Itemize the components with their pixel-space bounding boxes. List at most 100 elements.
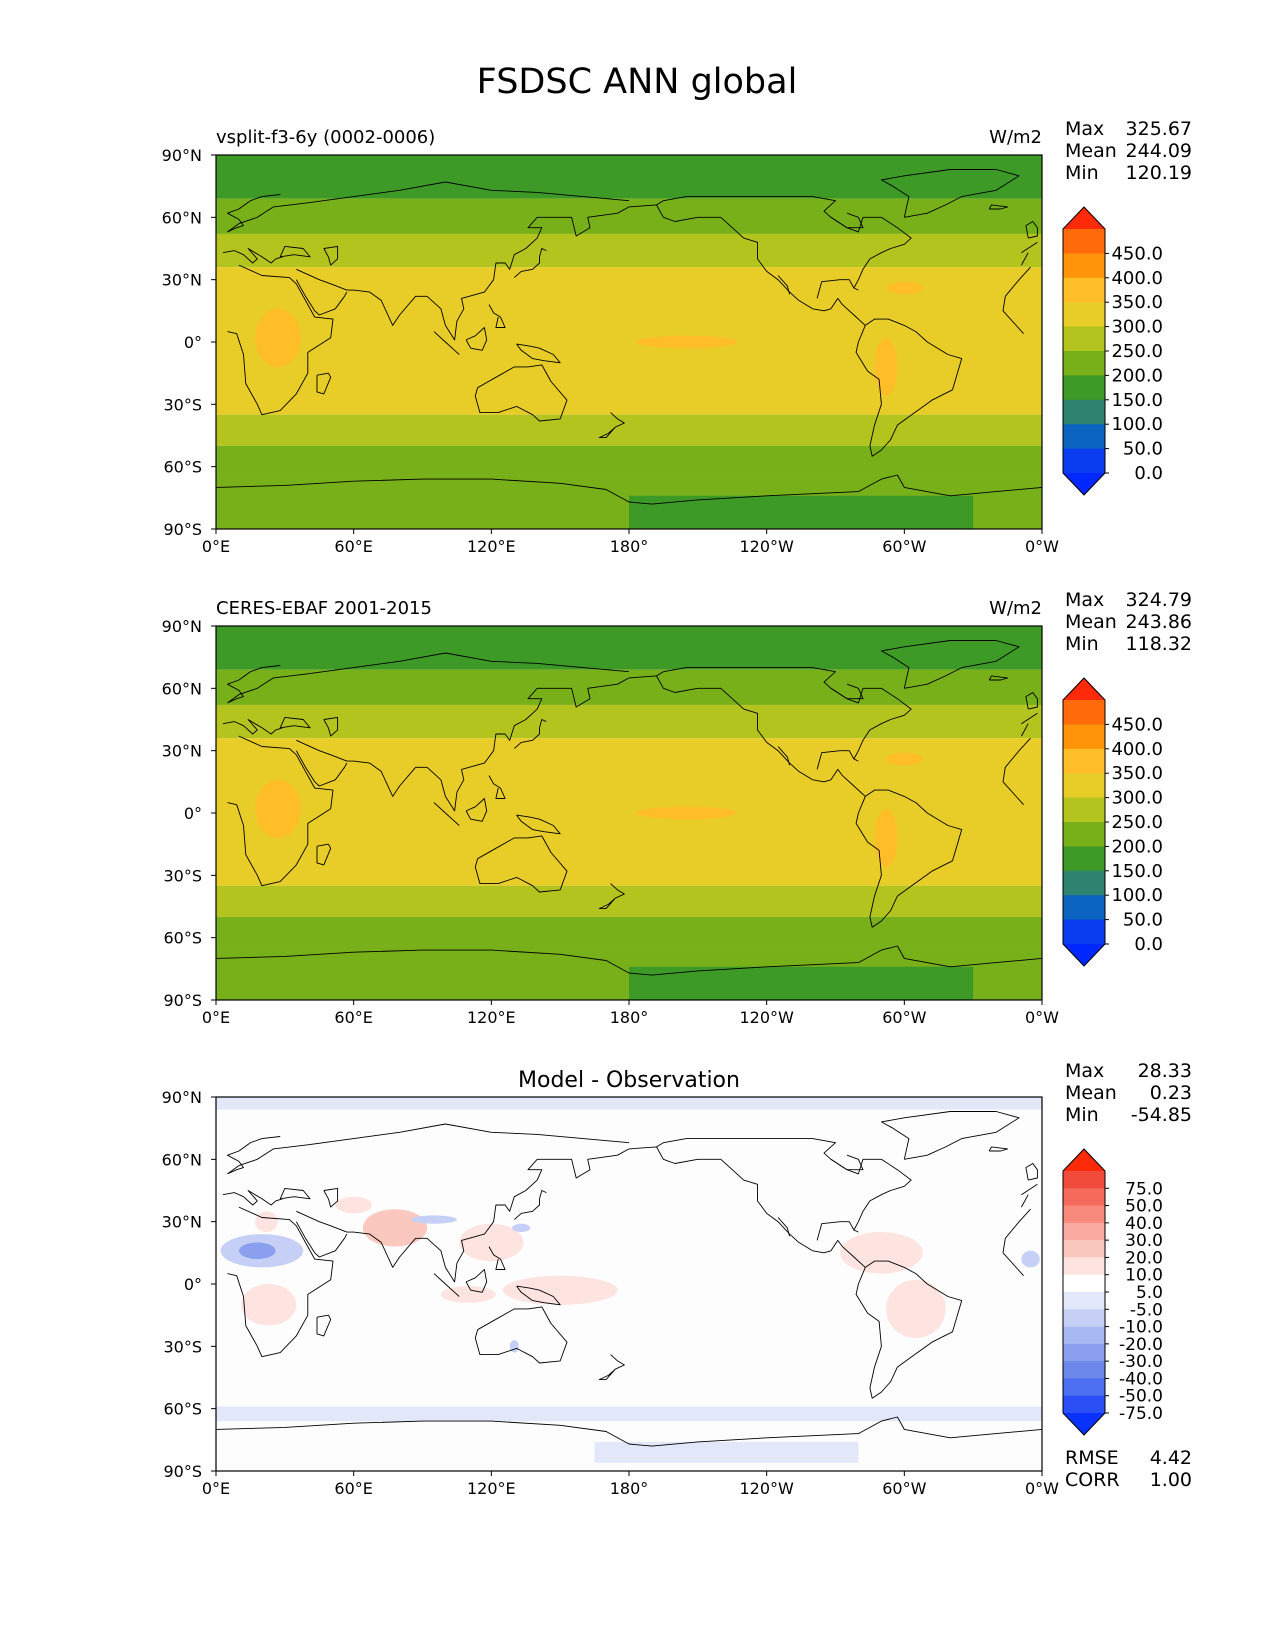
stat-label: Min (1065, 1104, 1099, 1126)
colorbar-label: -5.0 (1130, 1300, 1163, 1320)
x-tick-label: 0°E (202, 1479, 230, 1498)
stat-value: 325.67 (1126, 118, 1192, 140)
x-tick-label: 120°E (467, 1008, 516, 1027)
coastline (816, 1221, 859, 1241)
field-band (216, 626, 1042, 670)
field-negative (511, 1223, 531, 1233)
colorbar-label: 20.0 (1125, 1248, 1163, 1268)
field-maximum (255, 779, 301, 838)
x-tick-label: 180° (610, 537, 649, 556)
coastline (628, 675, 866, 797)
coastline (316, 1314, 332, 1337)
colorbar-label: 200.0 (1111, 836, 1163, 857)
x-tick-label: 60°W (882, 1479, 926, 1498)
coastline (628, 1146, 866, 1268)
colorbar-segment (1063, 326, 1105, 352)
x-tick-label: 120°W (739, 1479, 794, 1498)
coastline (777, 1217, 791, 1237)
colorbar-segment (1063, 895, 1105, 921)
y-tick-label: 90°S (163, 991, 202, 1010)
y-tick-label: 30°N (162, 271, 202, 290)
colorbar-segment (1063, 448, 1105, 474)
coastline (227, 1206, 1031, 1358)
stat-value: 120.19 (1126, 162, 1192, 184)
coastline (880, 1111, 1020, 1160)
x-tick-label: 60°W (882, 1008, 926, 1027)
colorbar-label: 250.0 (1111, 341, 1163, 362)
field-positive (840, 1232, 923, 1274)
coastline (433, 331, 460, 355)
coastline (830, 1154, 864, 1171)
coastline (488, 304, 506, 328)
coastline (215, 474, 1043, 505)
colorbar-segment (1063, 351, 1105, 376)
colorbar-label: 10.0 (1125, 1266, 1163, 1286)
coastline (513, 1190, 547, 1220)
field-patch (629, 966, 974, 1000)
coastline (656, 196, 912, 289)
x-tick-label: 120°W (739, 537, 794, 556)
coastline (279, 1187, 311, 1200)
coastline (316, 372, 332, 395)
colorbar-label: 450.0 (1111, 714, 1163, 735)
x-tick-label: 120°E (467, 537, 516, 556)
colorbar-label: 450.0 (1111, 243, 1163, 264)
metric-label: CORR (1065, 1469, 1120, 1491)
colorbar-label: 0.0 (1134, 934, 1163, 955)
colorbar-segment (1063, 1343, 1105, 1362)
colorbar-label: -50.0 (1119, 1387, 1163, 1407)
coastline (656, 1138, 912, 1231)
colorbar-segment (1063, 424, 1105, 450)
colorbar-segment (1063, 229, 1105, 254)
colorbar-label: 200.0 (1111, 365, 1163, 386)
coastline (488, 775, 506, 799)
field-positive (335, 1196, 373, 1214)
y-tick-label: 30°S (163, 866, 202, 885)
y-tick-label: 0° (184, 1275, 202, 1294)
x-tick-label: 60°E (334, 537, 372, 556)
coastline (227, 194, 281, 233)
x-tick-label: 180° (610, 1479, 649, 1498)
coastline (227, 264, 1031, 416)
coastline (488, 1246, 506, 1270)
y-tick-label: 60°N (162, 679, 202, 698)
coastline (830, 683, 864, 700)
field-positive (241, 1284, 297, 1326)
x-tick-label: 120°W (739, 1008, 794, 1027)
stat-label: Mean (1065, 140, 1117, 162)
colorbar-segment (1063, 375, 1105, 401)
coastline (323, 245, 339, 266)
colorbar-segment (1063, 748, 1105, 774)
coastline (1025, 1163, 1038, 1181)
colorbar-segment (1063, 1188, 1105, 1207)
colorbar-segment (1063, 1240, 1105, 1258)
panel-title: vsplit-f3-6y (0002-0006) (216, 127, 435, 148)
colorbar-segment (1063, 700, 1105, 725)
colorbar-segment (1063, 1171, 1105, 1189)
field-positive (459, 1223, 524, 1262)
stat-value: -54.85 (1131, 1104, 1192, 1126)
colorbar-label: 5.0 (1136, 1283, 1163, 1303)
field-band (216, 669, 1042, 705)
y-tick-label: 30°S (163, 395, 202, 414)
map-panel-3: Model - Observation 0°E 60°E 120°E 180° 120°W… (162, 1060, 1192, 1498)
colorbar-label: -40.0 (1119, 1369, 1163, 1389)
coastline (516, 814, 561, 835)
coastline (227, 665, 281, 704)
colorbar-segment (1063, 1326, 1105, 1345)
metric-value: 4.42 (1150, 1447, 1192, 1469)
field-band (216, 445, 1042, 475)
x-tick-label: 0°E (202, 537, 230, 556)
stat-label: Mean (1065, 611, 1117, 633)
coastline (1025, 692, 1038, 710)
y-tick-label: 60°S (163, 929, 202, 948)
stat-value: 324.79 (1126, 589, 1192, 611)
colorbar-extend-max (1063, 678, 1105, 700)
field-maximum (635, 335, 737, 349)
coastline (598, 883, 625, 910)
coastline (279, 245, 311, 258)
y-tick-label: 60°S (163, 1400, 202, 1419)
coastline (465, 327, 488, 351)
stat-label: Min (1065, 162, 1099, 184)
colorbar-label: -75.0 (1119, 1404, 1163, 1424)
